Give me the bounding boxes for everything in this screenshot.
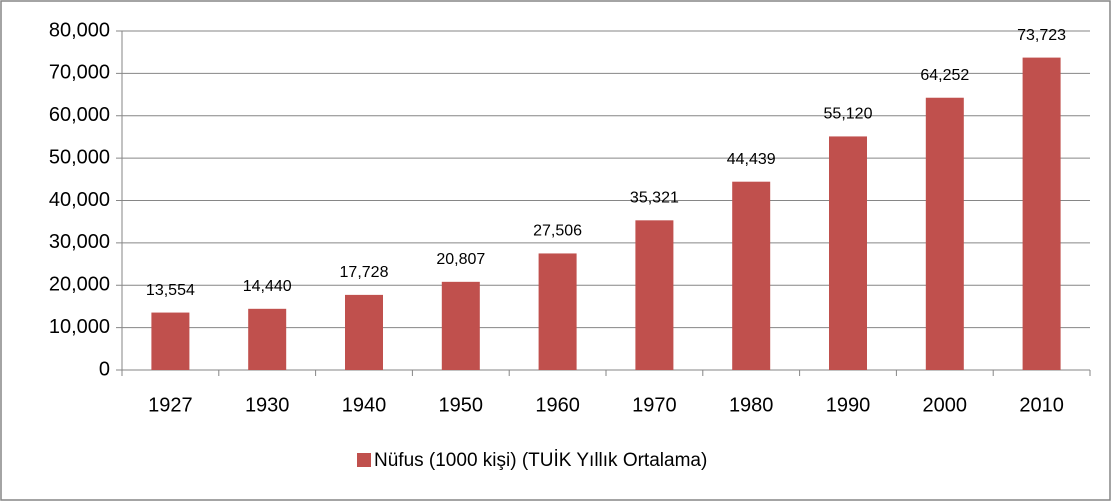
data-label: 14,440 (243, 278, 292, 295)
legend-swatch (357, 453, 371, 467)
x-tick-label: 1990 (826, 394, 871, 416)
y-tick-label: 40,000 (49, 189, 110, 211)
y-tick-label: 0 (99, 358, 110, 380)
bar (1022, 57, 1061, 371)
bar (248, 308, 287, 370)
y-tick-label: 80,000 (49, 19, 110, 41)
y-tick-label: 70,000 (49, 62, 110, 84)
x-tick-label: 1960 (535, 394, 580, 416)
x-tick-label: 1970 (632, 394, 677, 416)
x-tick-label: 1930 (245, 394, 290, 416)
x-tick-label: 1980 (729, 394, 774, 416)
x-tick-label: 2010 (1019, 394, 1064, 416)
y-tick-label: 60,000 (49, 104, 110, 126)
y-tick-label: 10,000 (49, 316, 110, 338)
bar (441, 281, 480, 370)
y-tick-label: 50,000 (49, 146, 110, 168)
x-tick-label: 2000 (923, 394, 968, 416)
bar (151, 312, 190, 370)
data-label: 17,728 (340, 264, 389, 281)
data-label: 35,321 (630, 190, 679, 207)
data-label: 64,252 (920, 67, 969, 84)
bar (829, 136, 867, 370)
data-label: 55,120 (824, 106, 873, 123)
bar (345, 294, 383, 370)
data-label: 27,506 (533, 223, 582, 240)
legend-label: Nüfus (1000 kişi) (TUİK Yıllık Ortalama) (374, 450, 707, 471)
x-tick-label: 1950 (439, 394, 484, 416)
x-tick-label: 1927 (148, 394, 193, 416)
x-tick-label: 1940 (342, 394, 387, 416)
data-label: 13,554 (146, 282, 195, 299)
y-tick-label: 30,000 (49, 231, 110, 253)
data-label: 20,807 (436, 251, 485, 268)
y-tick-label: 20,000 (49, 274, 110, 296)
bar (732, 181, 771, 370)
data-label: 73,723 (1017, 27, 1066, 44)
bar (925, 97, 964, 370)
bar (635, 220, 674, 370)
bar (538, 253, 577, 370)
data-label: 44,439 (727, 151, 776, 168)
